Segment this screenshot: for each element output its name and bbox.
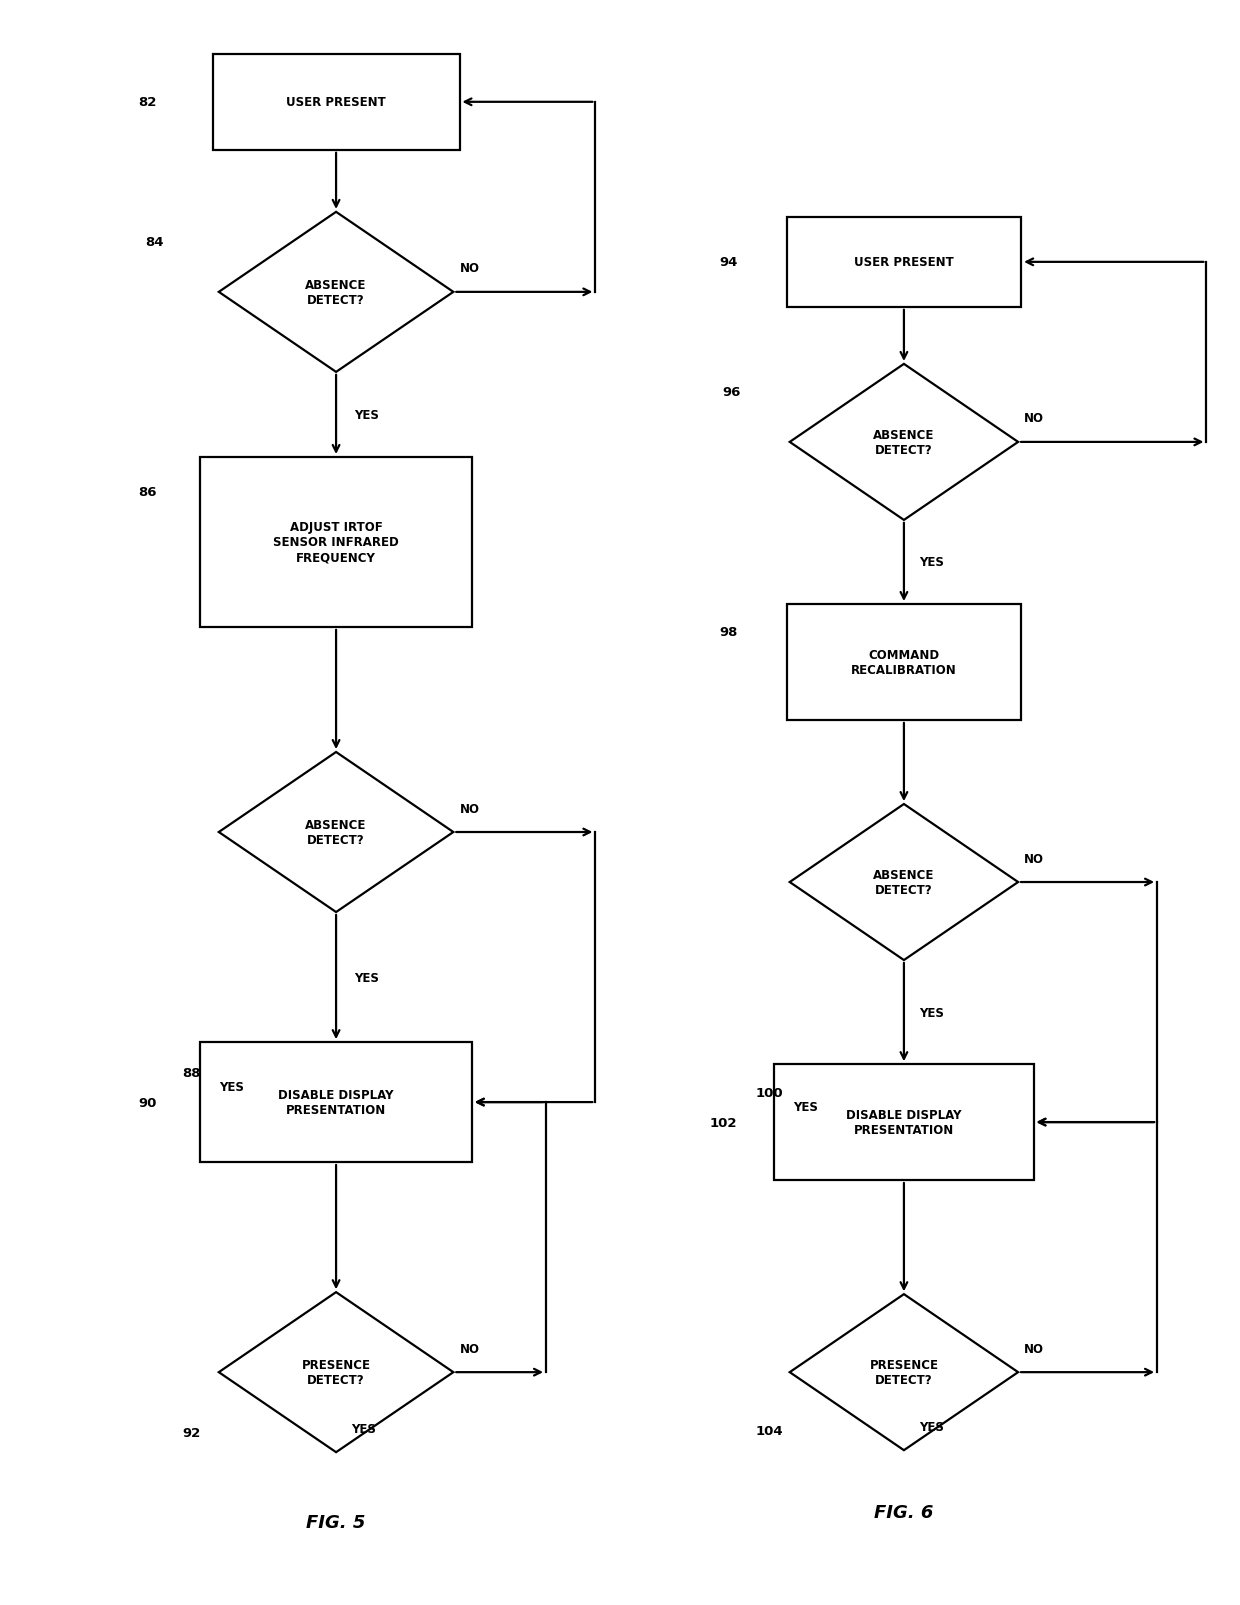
Text: YES: YES — [218, 1080, 244, 1093]
Text: 86: 86 — [139, 486, 157, 499]
Text: COMMAND
RECALIBRATION: COMMAND RECALIBRATION — [851, 648, 957, 677]
Text: USER PRESENT: USER PRESENT — [854, 257, 954, 270]
Text: 104: 104 — [756, 1424, 784, 1436]
Bar — [212, 55, 460, 151]
Text: 88: 88 — [182, 1066, 201, 1079]
Text: 92: 92 — [182, 1425, 201, 1438]
Polygon shape — [218, 1292, 454, 1453]
Text: YES: YES — [355, 409, 379, 422]
Text: NO: NO — [460, 802, 480, 815]
Text: YES: YES — [792, 1099, 817, 1112]
Text: ABSENCE
DETECT?: ABSENCE DETECT? — [873, 868, 935, 897]
Text: 84: 84 — [145, 236, 164, 249]
Text: 90: 90 — [139, 1096, 157, 1109]
Text: 82: 82 — [139, 96, 157, 109]
Text: YES: YES — [355, 971, 379, 984]
Bar — [786, 605, 1022, 721]
Text: 96: 96 — [722, 387, 740, 400]
Text: NO: NO — [460, 262, 480, 274]
Text: YES: YES — [919, 1420, 944, 1433]
Text: NO: NO — [460, 1342, 480, 1355]
Text: DISABLE DISPLAY
PRESENTATION: DISABLE DISPLAY PRESENTATION — [278, 1088, 394, 1117]
Polygon shape — [790, 1294, 1018, 1451]
Text: YES: YES — [351, 1422, 376, 1435]
Text: FIG. 5: FIG. 5 — [306, 1514, 366, 1531]
Text: PRESENCE
DETECT?: PRESENCE DETECT? — [869, 1358, 939, 1387]
Text: YES: YES — [919, 555, 944, 570]
Bar — [774, 1064, 1033, 1180]
Text: 102: 102 — [709, 1115, 738, 1128]
Text: NO: NO — [1024, 852, 1044, 865]
Text: YES: YES — [919, 1006, 944, 1019]
Text: DISABLE DISPLAY
PRESENTATION: DISABLE DISPLAY PRESENTATION — [846, 1109, 962, 1136]
Polygon shape — [218, 753, 454, 913]
Bar — [201, 457, 472, 628]
Polygon shape — [790, 804, 1018, 960]
Text: 94: 94 — [719, 257, 738, 270]
Text: NO: NO — [1024, 412, 1044, 425]
Text: ABSENCE
DETECT?: ABSENCE DETECT? — [305, 279, 367, 307]
Text: ABSENCE
DETECT?: ABSENCE DETECT? — [873, 429, 935, 456]
Text: ABSENCE
DETECT?: ABSENCE DETECT? — [305, 819, 367, 846]
Text: NO: NO — [1024, 1342, 1044, 1355]
Text: ADJUST IRTOF
SENSOR INFRARED
FREQUENCY: ADJUST IRTOF SENSOR INFRARED FREQUENCY — [273, 522, 399, 563]
Polygon shape — [790, 364, 1018, 520]
Text: 98: 98 — [719, 626, 738, 639]
Bar — [786, 218, 1022, 308]
Text: 100: 100 — [756, 1087, 784, 1099]
Text: FIG. 6: FIG. 6 — [874, 1504, 934, 1522]
Bar — [201, 1042, 472, 1162]
Polygon shape — [218, 213, 454, 372]
Text: PRESENCE
DETECT?: PRESENCE DETECT? — [301, 1358, 371, 1387]
Text: USER PRESENT: USER PRESENT — [286, 96, 386, 109]
